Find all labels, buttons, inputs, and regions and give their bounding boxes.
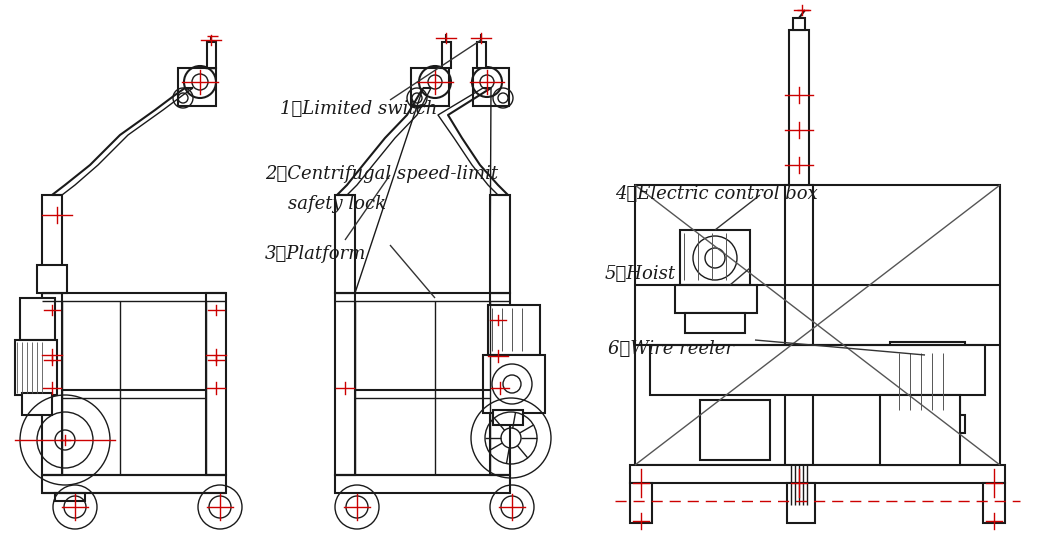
Bar xyxy=(55,493,84,501)
Bar xyxy=(22,393,52,415)
Bar xyxy=(442,42,451,68)
Bar xyxy=(787,483,815,523)
Text: 1、Limited switch: 1、Limited switch xyxy=(280,100,437,118)
Bar xyxy=(206,293,226,475)
Bar xyxy=(685,313,744,333)
Bar xyxy=(650,345,985,395)
Bar xyxy=(335,475,510,493)
Bar xyxy=(15,340,57,395)
Bar xyxy=(490,293,510,475)
Bar xyxy=(890,342,965,350)
Bar xyxy=(20,298,55,340)
Text: 3、Platform: 3、Platform xyxy=(265,245,366,263)
Text: 2、Centrifugal speed-limit: 2、Centrifugal speed-limit xyxy=(265,165,498,183)
Bar xyxy=(890,415,965,433)
Bar xyxy=(630,483,652,523)
Bar xyxy=(477,42,486,68)
Text: 6、Wire reeler: 6、Wire reeler xyxy=(608,340,734,358)
Bar xyxy=(335,195,355,293)
Bar xyxy=(983,483,1005,523)
Bar xyxy=(630,465,1005,483)
Bar xyxy=(178,68,216,106)
Bar xyxy=(700,400,770,460)
Bar xyxy=(335,293,355,475)
Bar xyxy=(895,350,960,415)
Bar xyxy=(680,230,750,285)
Bar xyxy=(483,355,545,413)
Bar xyxy=(37,265,67,293)
Bar xyxy=(473,68,509,106)
Bar xyxy=(42,475,226,493)
Bar xyxy=(675,285,757,313)
Text: 5、Hoist: 5、Hoist xyxy=(605,265,676,283)
Bar xyxy=(880,395,960,465)
Bar xyxy=(793,18,805,30)
Bar xyxy=(635,185,1000,465)
Bar xyxy=(411,68,449,106)
Bar xyxy=(789,30,809,185)
Bar xyxy=(493,410,523,425)
Bar xyxy=(42,293,62,475)
Text: 4、Electric control box: 4、Electric control box xyxy=(615,185,817,203)
Bar xyxy=(490,195,510,293)
Bar xyxy=(488,305,540,355)
Bar xyxy=(42,195,62,293)
Bar xyxy=(207,42,216,68)
Text: safety lock: safety lock xyxy=(265,195,386,213)
Bar xyxy=(785,185,813,465)
